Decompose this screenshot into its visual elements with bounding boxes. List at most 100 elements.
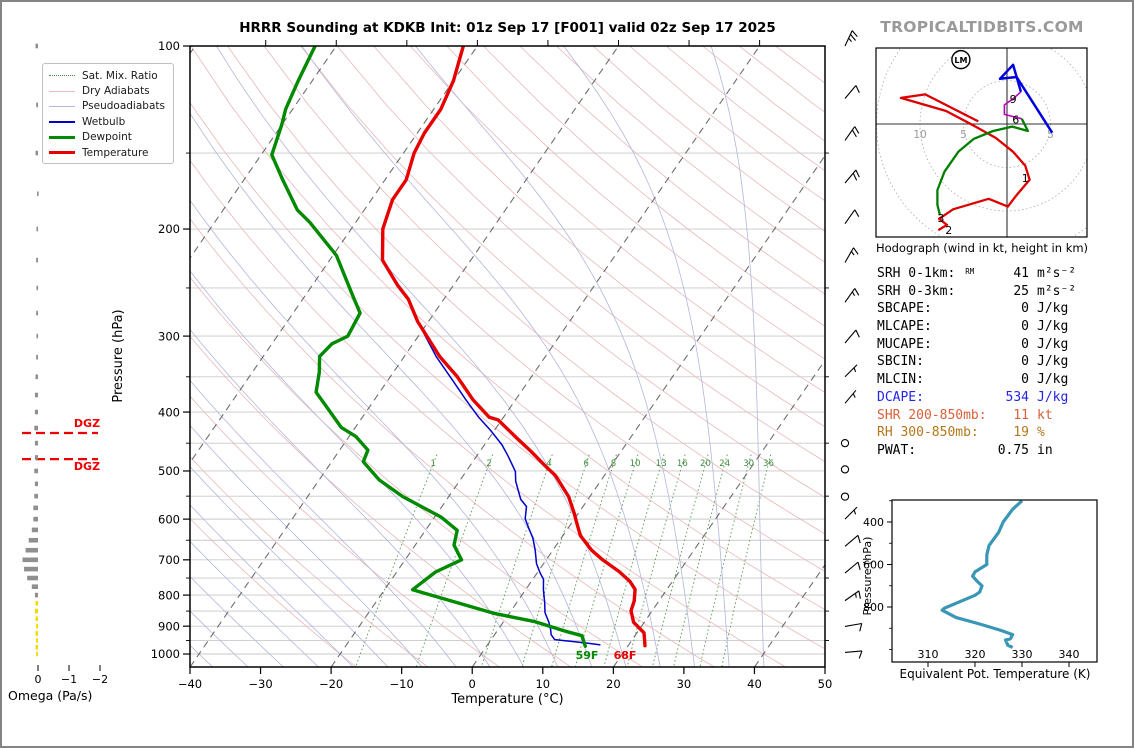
- surface-temperature-label: 68F: [613, 649, 637, 662]
- stat-tag: RM: [965, 267, 975, 276]
- hodograph-border: [875, 47, 1088, 238]
- dry-adiabat-line: [190, 335, 572, 667]
- pressure-tick-label: 500: [158, 464, 180, 478]
- theta-e-curve: [940, 500, 1024, 649]
- dry-adiabat-line: [263, 46, 825, 535]
- stat-row: SRH 0-3km: 25 m²s⁻²: [877, 284, 1089, 302]
- omega-bar: [36, 285, 39, 291]
- stat-value: 11: [1013, 407, 1029, 423]
- wind-barb: [844, 85, 860, 99]
- surface-dewpoint-label: 59F: [575, 649, 599, 662]
- stat-row: SBCIN: 0 J/kg: [877, 354, 1089, 372]
- omega-bar: [36, 623, 38, 629]
- pseudoadiabat-line: [190, 112, 593, 667]
- dry-adiabat-line: [190, 517, 357, 667]
- legend-item: Temperature: [49, 145, 167, 160]
- hodograph-height-label: 1: [1022, 172, 1029, 185]
- legend: Sat. Mix. Ratio Dry Adiabats Pseudoadiabat…: [42, 63, 174, 165]
- omega-bar: [34, 392, 38, 398]
- legend-item-label: Dry Adiabats: [82, 85, 150, 98]
- stat-label: MUCAPE:: [877, 336, 932, 352]
- omega-bar: [34, 455, 38, 460]
- stat-label: SRH 0-3km:: [877, 283, 956, 299]
- wind-barb: [844, 590, 861, 602]
- pressure-tick-label: 200: [158, 222, 180, 236]
- pseudoadiabat-line: [710, 46, 765, 667]
- pseudoadiabat-line: [415, 46, 695, 667]
- omega-bar: [34, 425, 38, 431]
- omega-bar: [35, 43, 38, 49]
- omega-tick-label: −2: [92, 673, 108, 686]
- omega-bar: [35, 150, 38, 156]
- temperature-tick-label: −30: [248, 677, 272, 691]
- stat-value: 0: [1021, 354, 1029, 370]
- omega-bar: [36, 651, 38, 657]
- stat-unit: J/kg: [1037, 336, 1069, 352]
- isotherm-line: [190, 46, 337, 259]
- watermark: TROPICALTIDBITS.COM: [880, 18, 1084, 36]
- legend-item: Dry Adiabats: [49, 83, 167, 98]
- mixing-ratio-label: 4: [546, 459, 551, 469]
- hodograph-height-label: 6: [1012, 114, 1019, 127]
- omega-bar: [35, 616, 38, 622]
- skewt-background: 1 2 4 6 8 10 13 16 20 24 30 36: [190, 46, 825, 667]
- isotherm-line: [612, 359, 825, 667]
- mixing-ratio-line: [415, 454, 494, 667]
- calm-wind-icon: [840, 492, 850, 501]
- omega-axis-label: Omega (Pa/s): [8, 688, 93, 703]
- pseudoadiabat-line: [190, 465, 388, 667]
- stat-value: 0: [1021, 372, 1029, 388]
- isotherm-line: [330, 46, 761, 667]
- pseudoadiabat-line: [301, 46, 661, 667]
- stat-label: MLCAPE:: [877, 319, 932, 335]
- stat-label: SHR 200-850mb:: [877, 407, 987, 423]
- stat-value: 41: [1013, 266, 1029, 281]
- omega-bar: [37, 191, 39, 197]
- stat-unit: m²s⁻²: [1037, 266, 1077, 281]
- theta-e-x-tick-label: 310: [918, 648, 939, 661]
- pressure-tick-label: 400: [158, 405, 180, 419]
- wind-barb: [844, 169, 860, 184]
- hodograph-caption: Hodograph (wind in kt, height in km): [875, 241, 1089, 255]
- legend-item-label: Pseudoadiabats: [82, 100, 165, 113]
- pseudoadiabat-line: [190, 328, 491, 667]
- dry-adiabat-line: [410, 46, 825, 394]
- pseudoadiabat-line: [190, 504, 354, 667]
- page-title: HRRR Sounding at KDKB Init: 01z Sep 17 […: [239, 20, 776, 36]
- skewt-border: [189, 45, 826, 668]
- pseudoadiabat-line: [216, 46, 627, 667]
- stat-unit: m²s⁻²: [1037, 283, 1077, 299]
- wetbulb-swatch-icon: [49, 120, 75, 123]
- legend-item: Pseudoadiabats: [49, 99, 167, 114]
- omega-bar: [34, 493, 38, 499]
- legend-item: Wetbulb: [49, 114, 167, 129]
- stat-value: 25: [1013, 283, 1029, 299]
- stat-value: 19: [1013, 425, 1029, 441]
- theta-e-axis-label: Equivalent Pot. Temperature (K): [899, 667, 1091, 681]
- omega-bar: [34, 608, 38, 614]
- dewpoint-swatch-icon: [49, 135, 75, 139]
- pressure-tick-label: 600: [158, 512, 180, 526]
- temperature-tick-label: −10: [390, 677, 414, 691]
- pseudoadiabat-line: [190, 379, 457, 667]
- omega-bar: [34, 592, 38, 598]
- omega-bar: [34, 440, 38, 446]
- omega-bar: [25, 547, 38, 553]
- wind-barb: [840, 439, 850, 448]
- omega-bar: [35, 374, 38, 380]
- omega-bar: [35, 631, 38, 636]
- wind-barb: [844, 622, 863, 632]
- calm-wind-icon: [840, 465, 850, 474]
- theta-e-border: [891, 499, 1098, 663]
- temperature-tick-label: 10: [535, 677, 550, 691]
- wind-barb: [844, 534, 861, 547]
- wind-barb: [844, 247, 859, 263]
- hodograph-height-label: 3: [937, 212, 944, 225]
- pseudoadiabat-line: [190, 610, 249, 667]
- stat-row: SBCAPE: 0 J/kg: [877, 301, 1089, 319]
- dry-adiabat-line: [190, 46, 825, 611]
- omega-bar: [36, 354, 38, 360]
- wind-barb: [844, 288, 860, 303]
- omega-tick-label: 0: [35, 673, 42, 686]
- omega-bar: [34, 409, 38, 415]
